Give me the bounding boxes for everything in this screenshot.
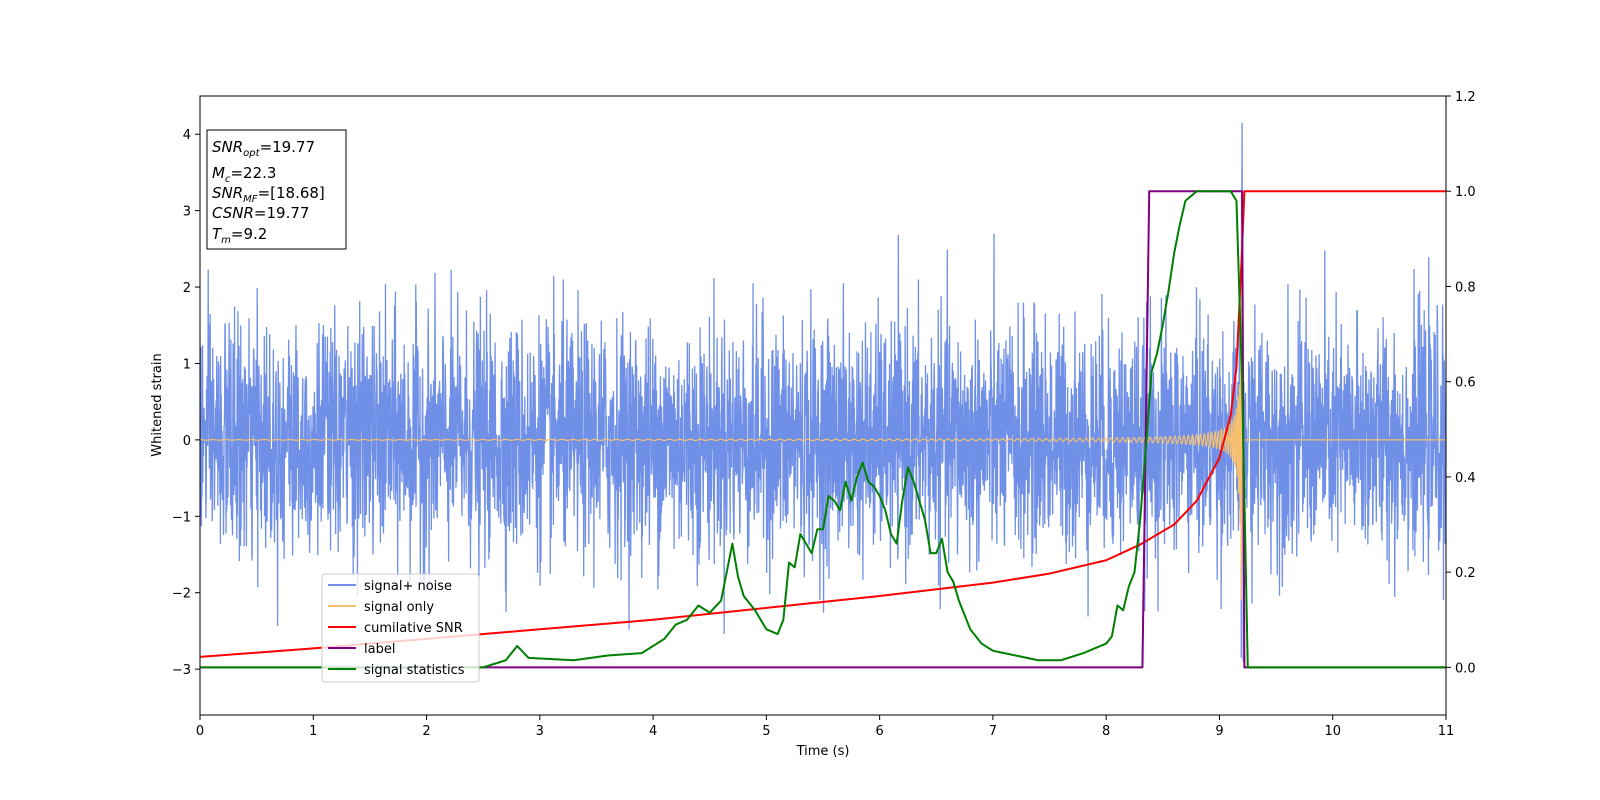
x-tick-label: 5 bbox=[762, 724, 770, 739]
x-tick-label: 1 bbox=[309, 724, 317, 739]
info-box-frame bbox=[206, 129, 347, 250]
legend-label-label: label bbox=[364, 642, 395, 657]
info-snr-opt: SNRopt=19.77 bbox=[212, 138, 315, 159]
plot-frame bbox=[199, 95, 1447, 716]
y-left-tick-label: 4 bbox=[183, 128, 191, 143]
x-tick-label: 11 bbox=[1438, 724, 1455, 739]
legend-frame bbox=[321, 573, 480, 683]
legend-label-signal-only: signal only bbox=[364, 600, 434, 615]
x-tick-label: 6 bbox=[875, 724, 883, 739]
legend: signal+ noise signal only cumilative SNR… bbox=[321, 573, 480, 683]
legend-label-cumulative-snr: cumilative SNR bbox=[364, 621, 463, 636]
y-left-tick-label: −3 bbox=[172, 663, 191, 678]
info-chirp-mass: Mc=22.3 bbox=[212, 164, 276, 185]
x-axis-label: Time (s) bbox=[796, 744, 850, 759]
y-right-tick-label: 0.8 bbox=[1455, 280, 1476, 295]
x-tick-label: 4 bbox=[649, 724, 657, 739]
x-tick-label: 8 bbox=[1102, 724, 1110, 739]
y-right-tick-label: 1.0 bbox=[1455, 185, 1476, 200]
info-snr-mf: SNRMF=[18.68] bbox=[212, 184, 325, 205]
y-left-tick-label: 2 bbox=[183, 281, 191, 296]
legend-label-signal-noise: signal+ noise bbox=[364, 579, 452, 594]
x-tick-label: 3 bbox=[536, 724, 544, 739]
x-tick-label: 2 bbox=[422, 724, 430, 739]
info-box: SNRopt=19.77 Mc=22.3 SNRMF=[18.68] CSNR=… bbox=[206, 129, 347, 250]
x-tick-label: 9 bbox=[1215, 724, 1223, 739]
legend-label-signal-statistics: signal statistics bbox=[364, 663, 465, 678]
y-right-tick-label: 0.2 bbox=[1455, 566, 1476, 581]
y-left-tick-label: −1 bbox=[172, 510, 191, 525]
y-right-tick-label: 0.0 bbox=[1455, 661, 1476, 676]
y-left-tick-label: 0 bbox=[183, 434, 191, 449]
y-left-tick-label: 1 bbox=[183, 357, 191, 372]
series-signal-statistics bbox=[200, 190, 1446, 669]
x-tick-label: 10 bbox=[1324, 724, 1341, 739]
y-right-tick-label: 1.2 bbox=[1455, 90, 1476, 105]
info-csnr: CSNR=19.77 bbox=[212, 204, 309, 222]
series-signal-only bbox=[200, 222, 1446, 600]
x-tick-label: 7 bbox=[989, 724, 997, 739]
y-left-tick-label: −2 bbox=[172, 587, 191, 602]
y-axis-label: Whitened strain bbox=[150, 353, 165, 456]
x-tick-label: 0 bbox=[196, 724, 204, 739]
info-merger-time: Tm=9.2 bbox=[212, 225, 267, 246]
y-left-tick-label: 3 bbox=[183, 205, 191, 220]
series-cumulative-snr bbox=[200, 190, 1446, 658]
y-right-tick-label: 0.6 bbox=[1455, 376, 1476, 391]
y-right-tick-label: 0.4 bbox=[1455, 471, 1476, 486]
